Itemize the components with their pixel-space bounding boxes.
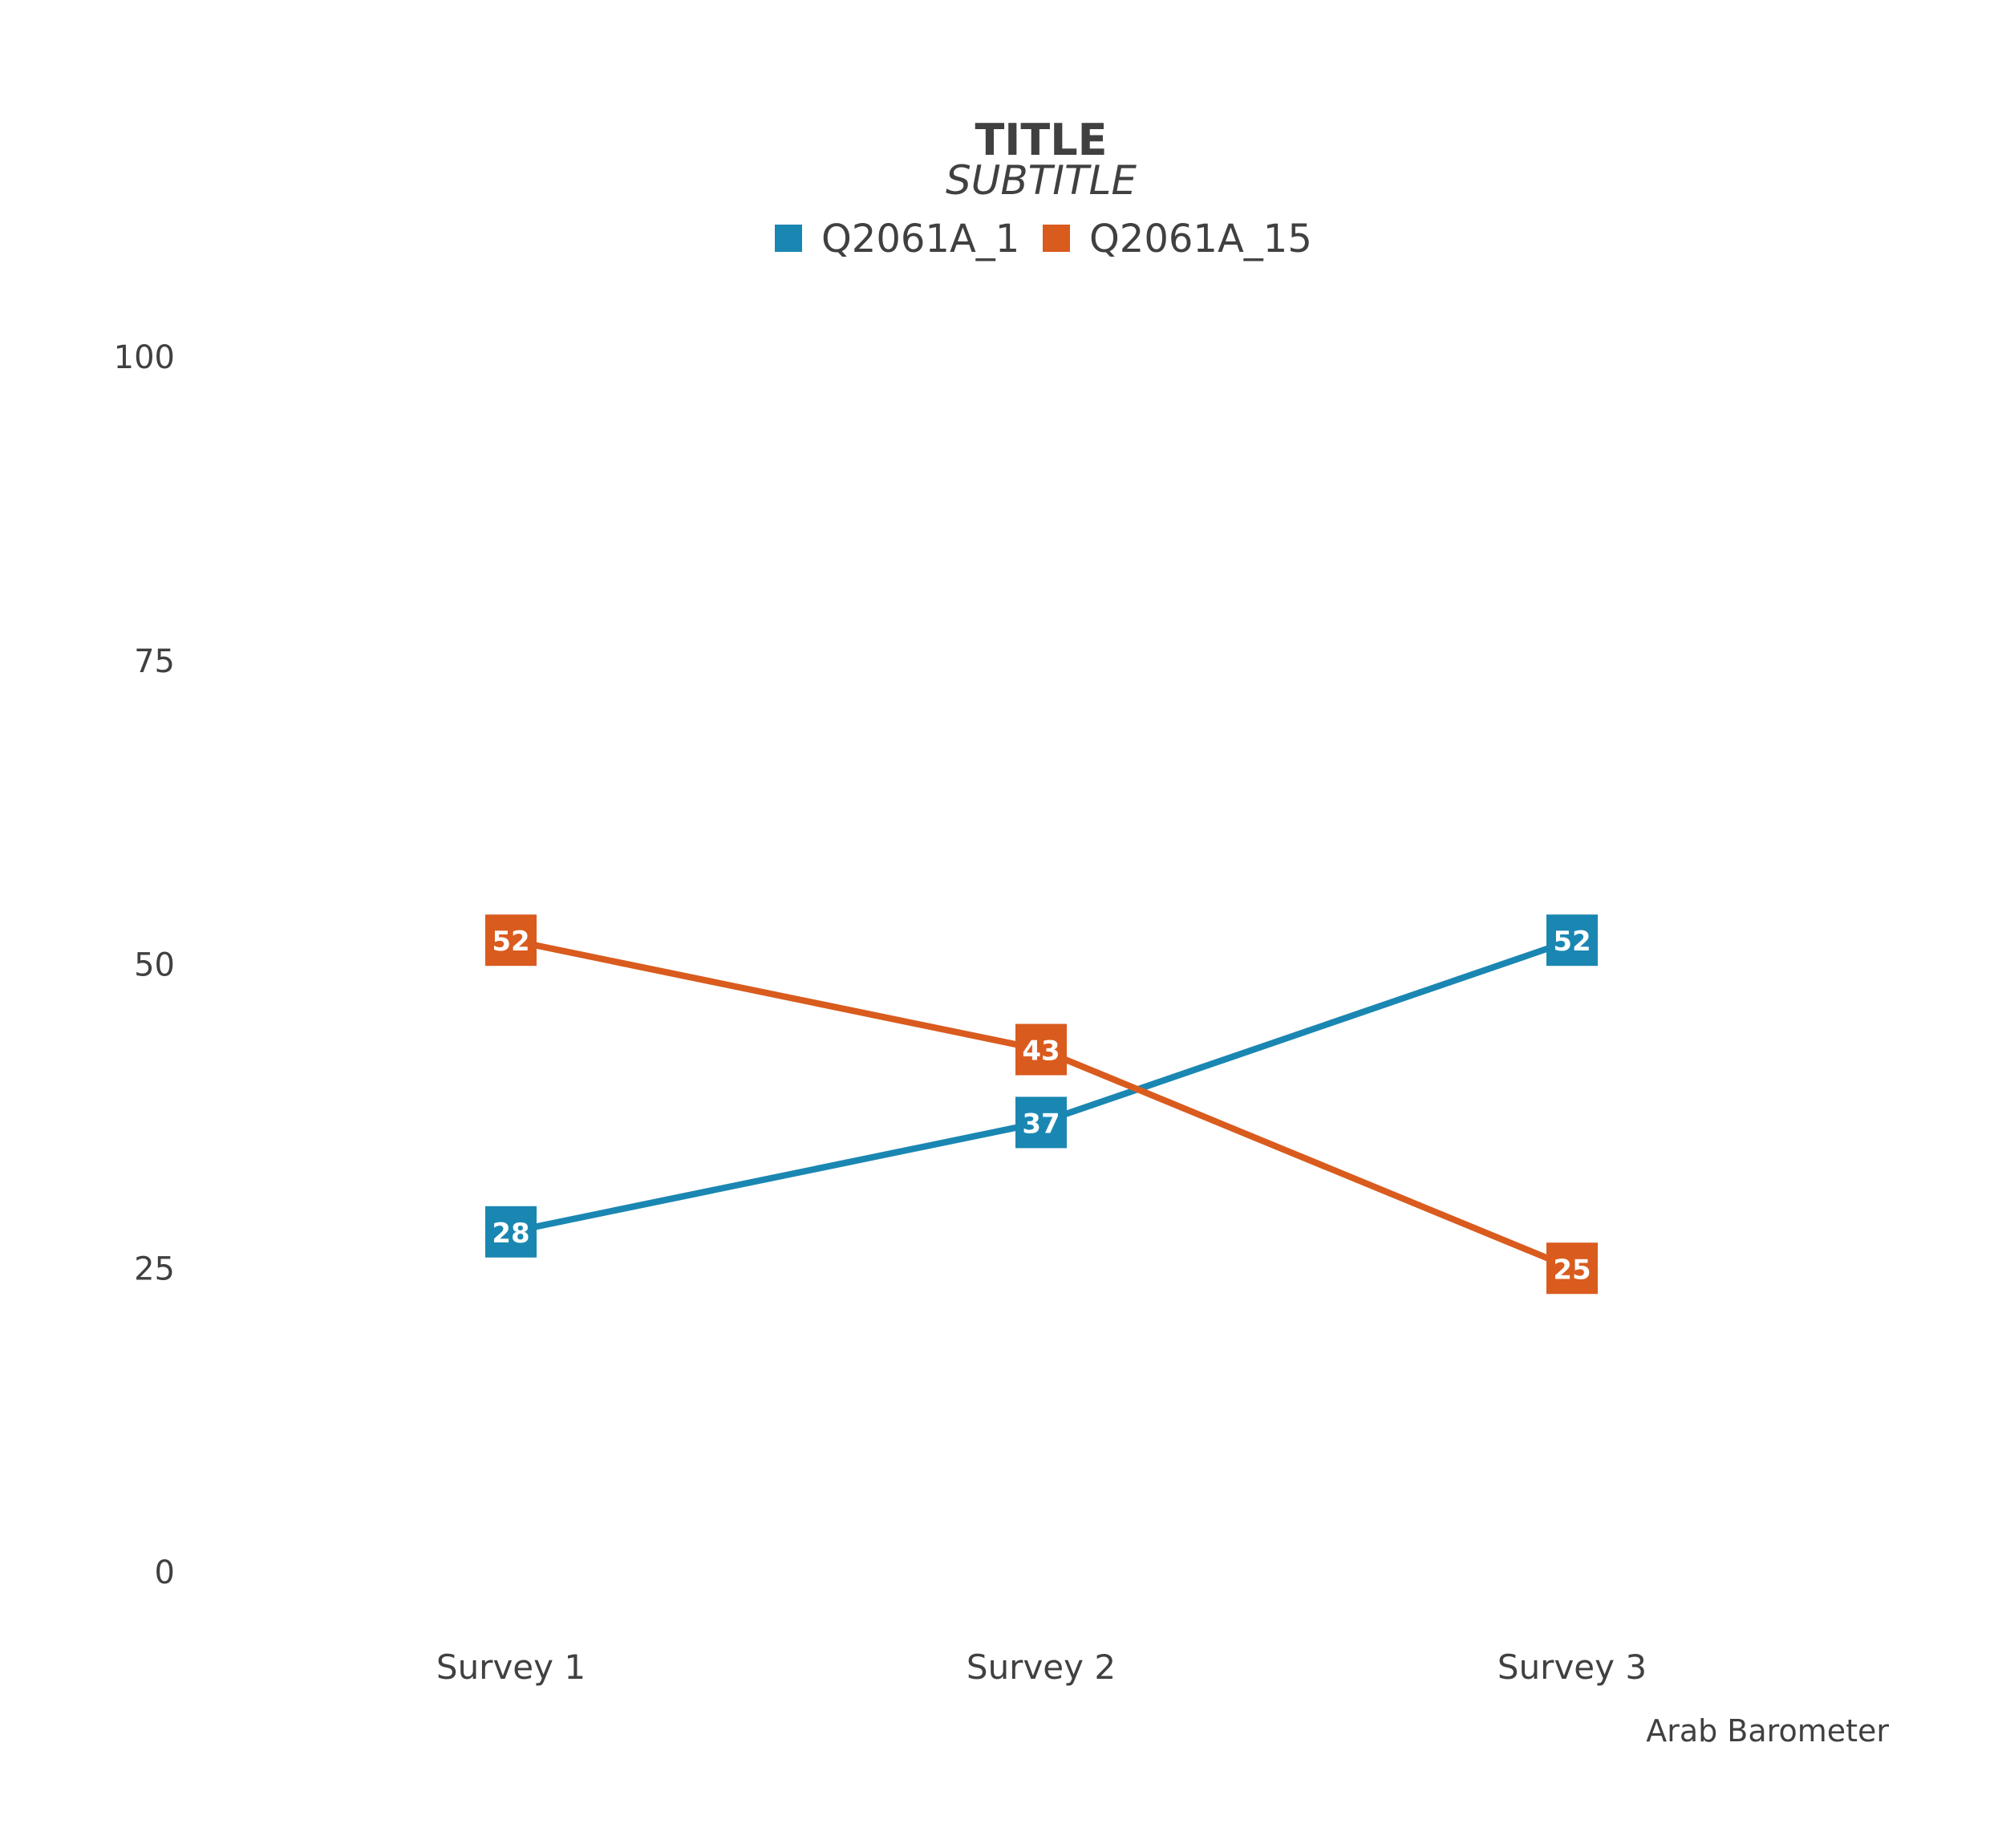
x-axis: Survey 1 Survey 2 Survey 3: [436, 1647, 1647, 1687]
data-marker: [485, 914, 537, 967]
data-label: 52: [1553, 926, 1591, 958]
y-tick-label: 75: [134, 643, 175, 680]
data-label: 52: [492, 926, 529, 958]
data-marker: [1546, 914, 1598, 967]
legend: Q2061A_1 Q2061A_15: [775, 217, 1312, 261]
y-tick-label: 100: [114, 339, 175, 376]
data-marker: [1015, 1096, 1067, 1149]
y-axis: 0 25 50 75 100: [114, 339, 175, 1591]
data-marker: [1015, 1023, 1067, 1076]
chart-title: TITLE: [975, 115, 1107, 165]
x-tick-label: Survey 1: [436, 1647, 586, 1687]
data-label: 43: [1022, 1035, 1060, 1068]
chart-subtitle: SUBTITLE: [946, 157, 1137, 204]
y-tick-label: 25: [134, 1250, 175, 1287]
y-tick-label: 0: [155, 1554, 175, 1591]
legend-label: Q2061A_15: [1089, 217, 1312, 261]
legend-swatch: [1043, 225, 1070, 252]
series-line: [508, 937, 1575, 1235]
data-label: 25: [1553, 1254, 1591, 1286]
legend-label: Q2061A_1: [821, 217, 1019, 261]
source-caption: Arab Barometer: [1646, 1713, 1889, 1749]
x-tick-label: Survey 2: [967, 1647, 1116, 1687]
data-label: 28: [492, 1218, 529, 1250]
legend-swatch: [775, 225, 802, 252]
data-marker: [1546, 1242, 1598, 1295]
data-marker: [485, 1206, 537, 1258]
data-label: 37: [1022, 1108, 1060, 1140]
series-layer: 28 37 52 52 43 25: [485, 914, 1598, 1295]
x-tick-label: Survey 3: [1497, 1647, 1647, 1687]
y-tick-label: 50: [134, 947, 175, 984]
